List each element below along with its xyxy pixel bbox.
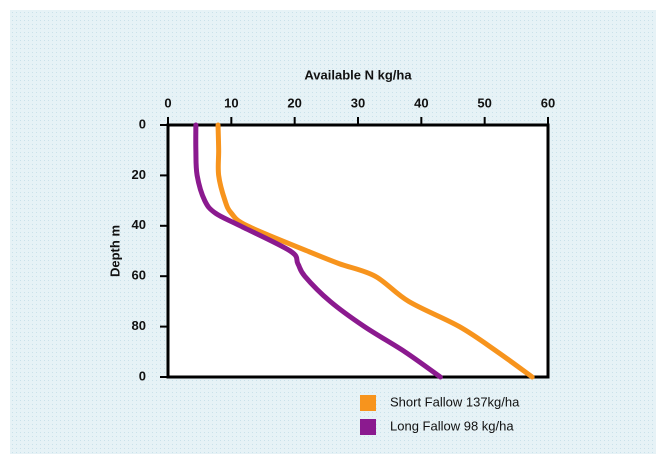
legend-swatch (360, 395, 376, 411)
line (193, 122, 443, 380)
y-tick-label: 0 (139, 368, 146, 383)
y-tick-label: 80 (132, 318, 146, 333)
x-tick-label: 0 (164, 95, 171, 110)
legend-label: Short Fallow 137kg/ha (390, 394, 520, 409)
x-tick-label: 60 (541, 95, 555, 110)
x-axis-title: Available N kg/ha (304, 67, 412, 82)
x-tick-label: 30 (351, 95, 365, 110)
x-tick-label: 10 (224, 95, 238, 110)
x-tick-label: 50 (477, 95, 491, 110)
y-tick-label: 40 (132, 217, 146, 232)
x-tick-label: 20 (287, 95, 301, 110)
plot-area (166, 123, 550, 379)
legend-label: Long Fallow 98 kg/ha (390, 418, 514, 433)
y-axis-title: Depth m (107, 225, 122, 277)
y-tick-label: 60 (132, 268, 146, 283)
x-tick-label: 40 (414, 95, 428, 110)
legend-swatch (360, 419, 376, 435)
legend: Short Fallow 137kg/ha Long Fallow 98 kg/h… (360, 394, 520, 435)
y-tick-label: 20 (132, 167, 146, 182)
y-tick-label: 0 (139, 116, 146, 131)
line (215, 122, 535, 380)
